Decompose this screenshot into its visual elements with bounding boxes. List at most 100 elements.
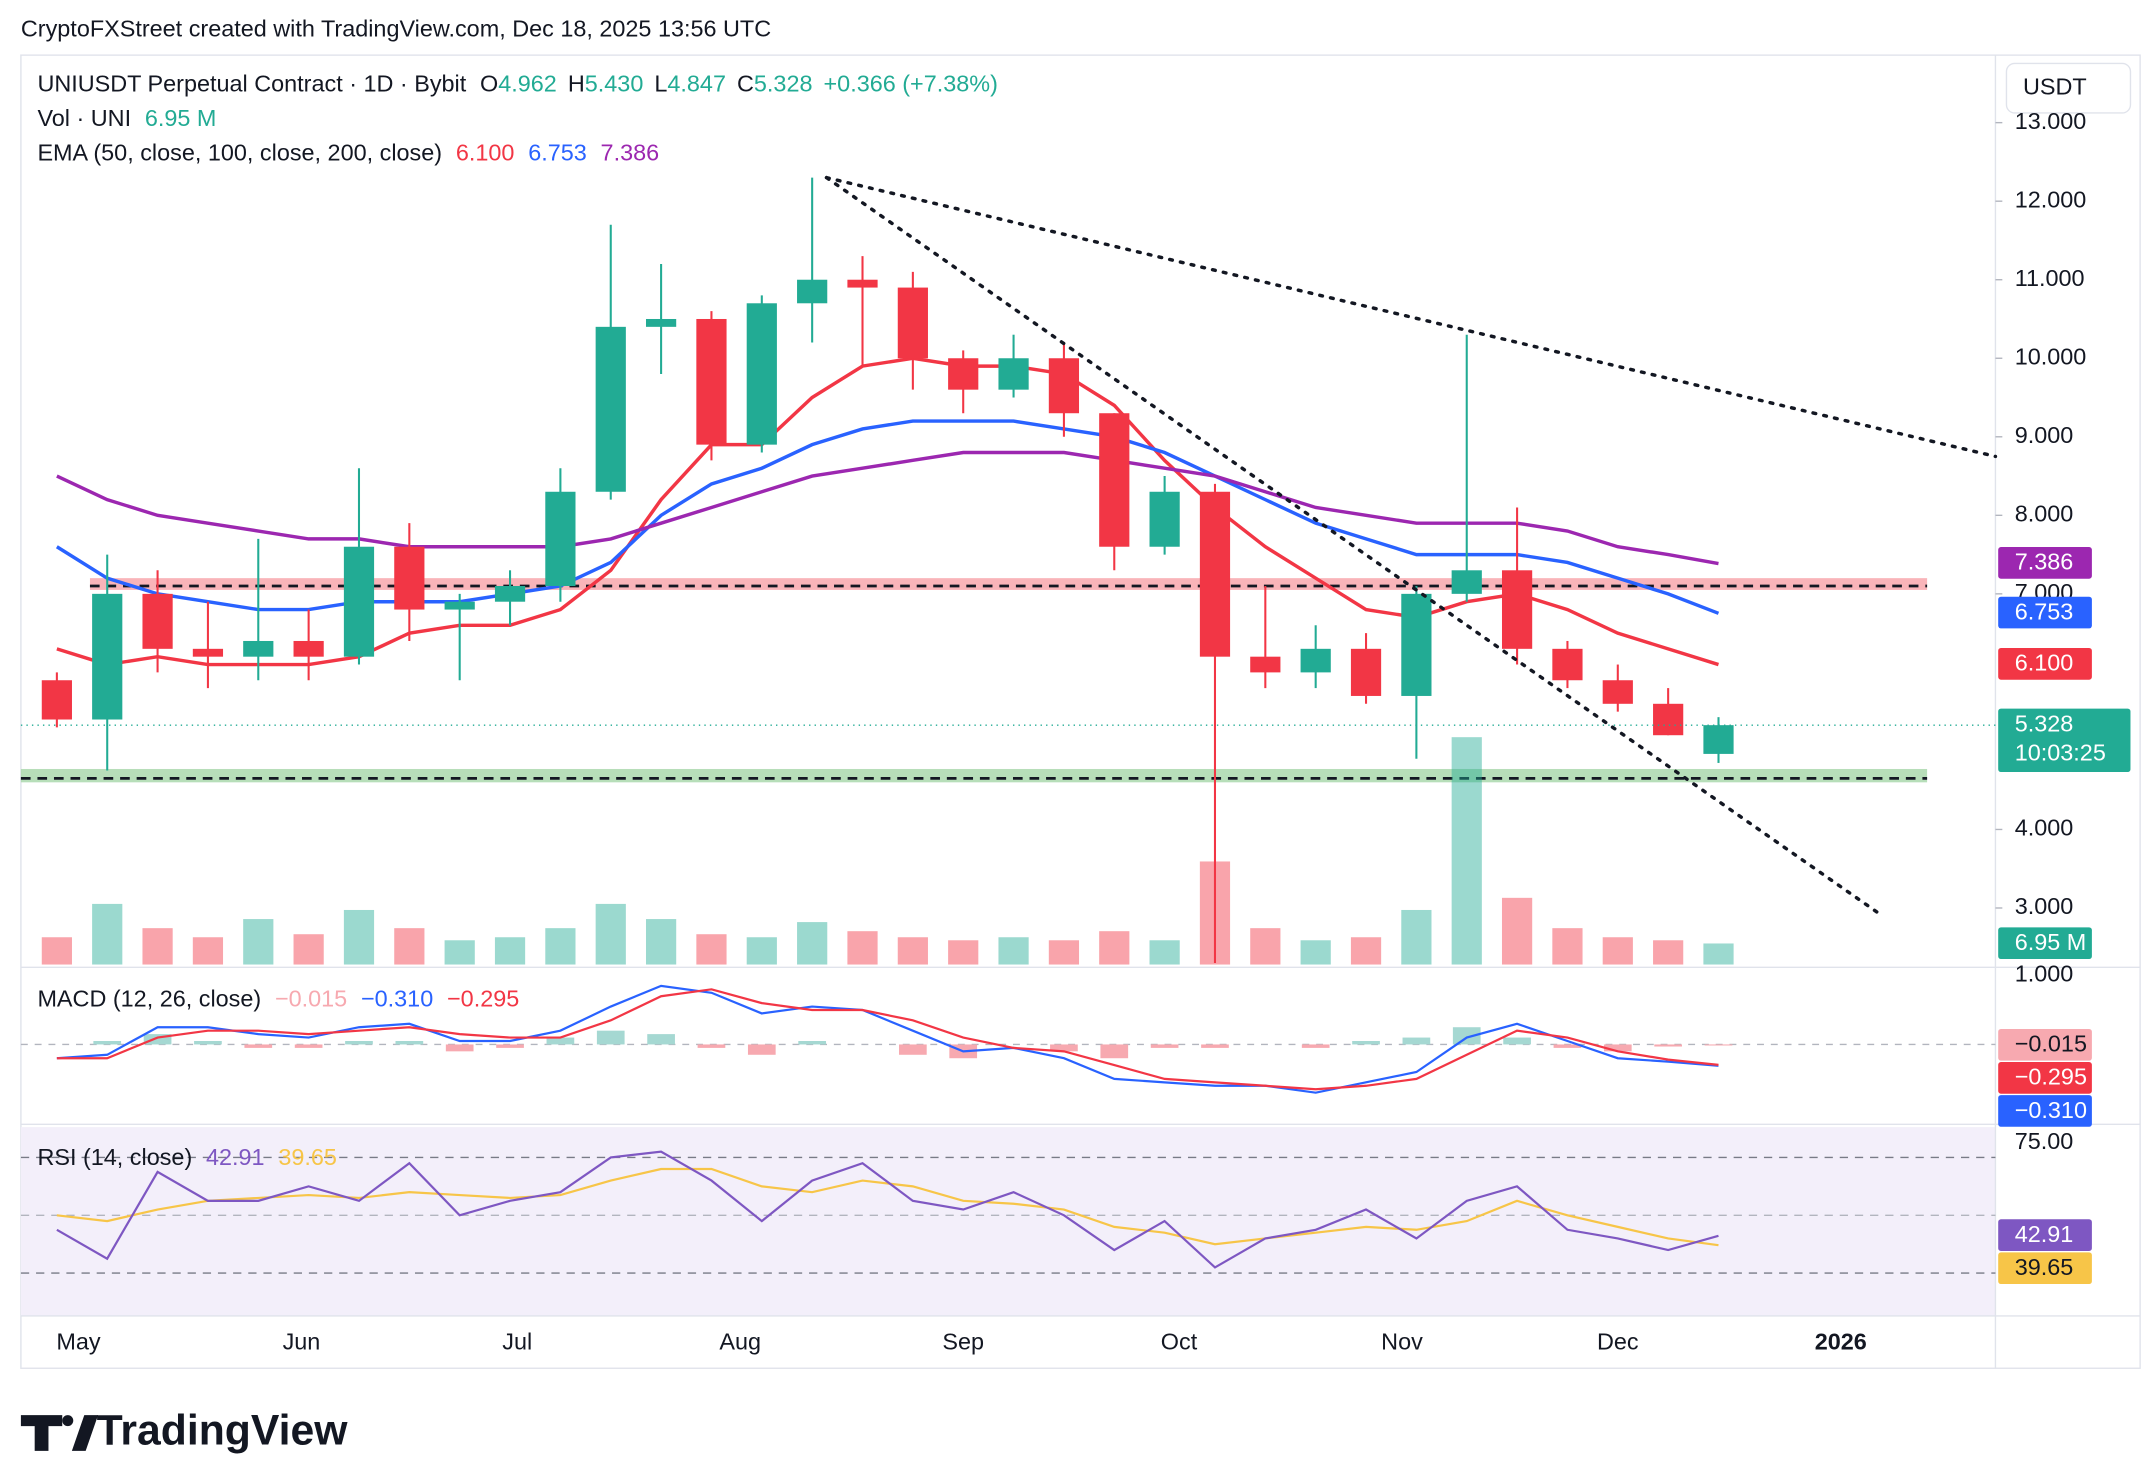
legend-item: 4.962 [498, 71, 557, 97]
volume-bar [1451, 737, 1482, 965]
volume-bar [797, 922, 828, 965]
legend: RSI (14, close) 42.91 39.65 [37, 1144, 337, 1170]
volume-bar [545, 928, 576, 965]
legend-item: 5.430 [585, 71, 644, 97]
y-tick-label: 10.000 [2015, 343, 2087, 369]
legend: MACD (12, 26, close) −0.015 −0.310 −0.295 [37, 986, 519, 1012]
badge-bg [1998, 927, 2092, 960]
zone [20, 768, 1928, 783]
legend-item: −0.015 [275, 986, 347, 1012]
volume-bar [746, 937, 777, 965]
candle-body [595, 326, 626, 492]
y-tick-label: 11.000 [2015, 265, 2085, 291]
histogram-bar [697, 1044, 726, 1048]
histogram-bar [194, 1041, 222, 1045]
histogram-bar [1503, 1037, 1531, 1045]
badge-bg [1998, 547, 2092, 579]
volume-bar [1703, 943, 1734, 965]
logo-shape [62, 1415, 74, 1427]
candle-body [494, 586, 526, 602]
value-badge: 7.386 [1998, 547, 2092, 579]
histogram-bar [496, 1044, 524, 1048]
volume-bar [696, 934, 727, 965]
candle-body [1099, 413, 1130, 547]
legend-item: −0.295 [447, 986, 519, 1012]
x-tick-label: 2026 [1815, 1329, 1867, 1355]
candle-body [696, 318, 727, 445]
volume-bar [192, 937, 224, 965]
x-tick-label: Jun [283, 1329, 321, 1355]
badge-text: 6.100 [2015, 650, 2074, 676]
currency-button[interactable] [2005, 62, 2132, 114]
trendline [824, 175, 1879, 914]
candle-body [92, 593, 123, 720]
histogram-bar [345, 1041, 373, 1045]
volume-bar [1149, 940, 1180, 965]
legend-item: MACD (12, 26, close) [37, 986, 261, 1012]
value-badge: 6.95 M [1998, 927, 2092, 960]
candle-body [998, 358, 1029, 390]
volume-bar [847, 931, 878, 965]
countdown: 10:03:25 [2015, 739, 2106, 765]
badge-text: 7.386 [2015, 549, 2074, 575]
candle-body [1451, 570, 1482, 594]
volume-bar [1501, 897, 1533, 965]
volume-bar [1602, 937, 1633, 965]
badge-bg [1998, 1028, 2092, 1061]
rsi-background [20, 1127, 1996, 1316]
candle-body [444, 601, 475, 610]
volume-bar [595, 903, 626, 965]
value-badge: −0.015 [1998, 1028, 2092, 1061]
x-tick-label: May [56, 1329, 101, 1355]
trendline [824, 175, 1998, 459]
frame [20, 54, 2141, 1369]
price-badge: 5.328 10:03:25 [1998, 708, 2131, 773]
legend-item: 6.753 [528, 140, 587, 166]
candle-body [1350, 648, 1382, 696]
histogram-bar [747, 1044, 776, 1055]
volume-bar [948, 940, 979, 965]
legend-item: 7.386 [601, 140, 660, 166]
badge-bg [1998, 1095, 2092, 1127]
y-tick-label: 4.000 [2015, 815, 2074, 841]
volume-bar [1048, 940, 1080, 965]
indicator-line [55, 419, 1720, 615]
value-badge: 6.100 [1998, 647, 2092, 680]
candle-body [41, 680, 72, 720]
badge-bg [1998, 1219, 2092, 1251]
candle-body [948, 358, 979, 390]
y-tick-label: 13.000 [2015, 108, 2087, 134]
badge-text: −0.310 [2015, 1097, 2087, 1123]
legend-item: 6.95 M [145, 105, 217, 131]
x-tick-label: Oct [1161, 1329, 1198, 1355]
histogram-bar [647, 1034, 675, 1045]
candle-body [1199, 491, 1231, 657]
legend: Vol · UNI 6.95 M [37, 105, 216, 131]
histogram-bar [93, 1041, 122, 1045]
x-tick-label: Aug [719, 1329, 761, 1355]
histogram-bar [1301, 1044, 1330, 1048]
x-tick-label: Nov [1381, 1329, 1423, 1355]
candle-body [797, 279, 828, 304]
candle-body [1602, 680, 1633, 704]
histogram-bar [1150, 1044, 1179, 1048]
volume-bar [645, 919, 677, 965]
badge-bg [1998, 596, 2092, 629]
histogram-bar [1704, 1044, 1733, 1046]
volume-bar [998, 937, 1029, 965]
candle-body [1149, 491, 1180, 547]
y-tick-label: 8.000 [2015, 501, 2074, 527]
volume-bar [1099, 931, 1130, 965]
y-tick-label: 75.00 [2015, 1128, 2074, 1154]
y-tick-label: 1.000 [2015, 961, 2074, 987]
volume-bar [394, 928, 425, 965]
brand-logo: TradingView [20, 1406, 348, 1454]
badge-bg [1998, 1062, 2092, 1094]
currency[interactable]: USDT [2023, 73, 2087, 99]
badge-text: 39.65 [2015, 1254, 2074, 1280]
candle-body [897, 287, 928, 359]
legend-item: UNIUSDT Perpetual Contract · 1D · Bybit [37, 71, 466, 97]
badge-bg [1998, 1252, 2092, 1285]
histogram-bar [546, 1037, 575, 1045]
histogram-bar [899, 1044, 927, 1055]
